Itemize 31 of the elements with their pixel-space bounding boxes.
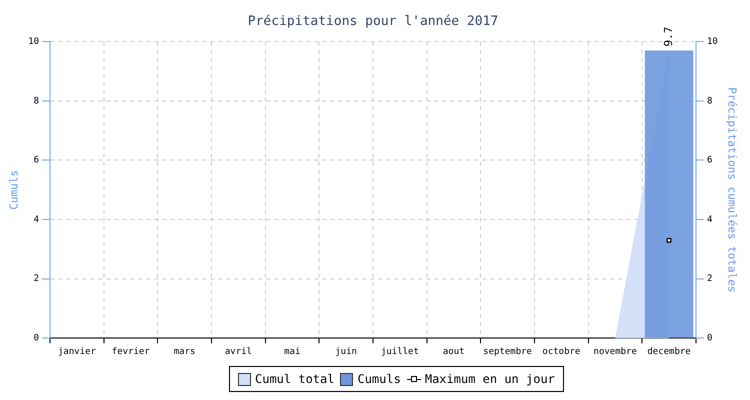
y-tick-label: 10 — [28, 36, 40, 47]
x-tick-label: decembre — [647, 346, 691, 357]
y2-tick-label: 10 — [706, 36, 718, 47]
y-axis-title: Cumuls — [7, 170, 20, 210]
y2-axis-title: Précipitations cumulées totales — [726, 87, 739, 293]
y-tick-label: 2 — [34, 274, 40, 284]
data-label: 9.7 — [662, 26, 675, 46]
chart-title: Précipitations pour l'année 2017 — [248, 14, 498, 30]
y2-tick-label: 8 — [706, 96, 712, 106]
legend-label: Maximum en un jour — [424, 372, 555, 386]
y2-tick-label: 0 — [706, 334, 712, 344]
x-tick-label: janvier — [58, 346, 96, 357]
y2-tick-label: 2 — [706, 274, 712, 284]
x-tick-label: aout — [442, 346, 465, 357]
x-tick-label: octobre — [542, 346, 580, 357]
x-tick-label: avril — [224, 346, 252, 357]
x-tick-label: juin — [335, 346, 357, 357]
x-tick-label: septembre — [483, 346, 532, 357]
y2-tick-label: 6 — [706, 156, 712, 166]
x-tick-label: novembre — [594, 346, 637, 357]
y-tick-label: 6 — [34, 156, 40, 166]
x-tick-label: mars — [174, 346, 196, 357]
x-tick-label: mai — [284, 346, 300, 357]
y2-tick-label: 4 — [706, 214, 712, 225]
legend-label: Cumuls — [356, 372, 401, 386]
y-tick-label: 4 — [34, 214, 40, 225]
y-tick-label: 0 — [34, 334, 40, 344]
y-tick-label: 8 — [34, 96, 40, 106]
x-tick-label: fevrier — [112, 346, 150, 357]
x-tick-label: juillet — [380, 346, 419, 357]
legend-label: Cumul total — [254, 372, 334, 386]
